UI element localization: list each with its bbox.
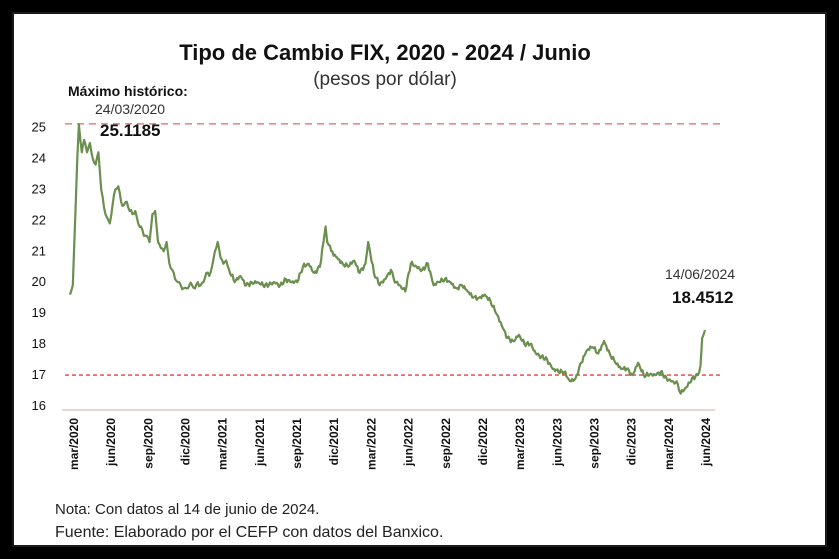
series-layer: [68, 123, 707, 395]
x-tick-label: dic/2023: [625, 418, 639, 466]
x-tick-label: jun/2023: [550, 418, 564, 467]
y-tick-label: 21: [32, 243, 46, 258]
max-annotation-value: 25.1185: [100, 121, 161, 140]
series-line: [68, 123, 707, 395]
y-tick-label: 18: [32, 336, 46, 351]
x-axis: mar/2020 jun/2020 sep/2020 dic/2020 mar/2021…: [62, 409, 715, 470]
chart-title: Tipo de Cambio FIX, 2020 - 2024 / Junio: [179, 40, 591, 65]
x-tick-label: sep/2020: [141, 418, 155, 469]
x-tick-label: mar/2020: [67, 418, 81, 470]
x-tick-label: mar/2023: [513, 418, 527, 470]
footnote-note: Nota: Con datos al 14 de junio de 2024.: [55, 501, 319, 518]
y-tick-label: 19: [32, 305, 46, 320]
y-tick-label: 22: [32, 212, 46, 227]
x-tick-label: mar/2021: [216, 418, 230, 470]
y-tick-label: 16: [32, 398, 46, 413]
x-tick-label: dic/2020: [179, 418, 193, 466]
x-tick-label: sep/2022: [439, 418, 453, 469]
max-annotation-date: 24/03/2020: [95, 101, 165, 117]
last-annotation-date: 14/06/2024: [665, 266, 735, 282]
x-tick-label: dic/2022: [476, 418, 490, 466]
footnote-source: Fuente: Elaborado por el CEFP con datos …: [55, 524, 443, 541]
x-tick-label: mar/2022: [364, 418, 378, 470]
chart-subtitle: (pesos por dólar): [313, 69, 457, 90]
x-tick-label: sep/2023: [587, 418, 601, 469]
y-tick-label: 20: [32, 274, 46, 289]
y-axis: 16 17 18 19 20 21 22 23 24 25: [32, 120, 46, 414]
x-tick-label: jun/2020: [104, 418, 118, 467]
chart-panel: [12, 12, 827, 547]
reference-lines: [65, 123, 720, 376]
last-annotation-value: 18.4512: [672, 288, 733, 307]
y-tick-label: 17: [32, 367, 46, 382]
x-tick-label: jun/2024: [699, 418, 713, 467]
x-tick-label: jun/2022: [402, 418, 416, 467]
x-tick-label: dic/2021: [327, 418, 341, 466]
x-tick-label: sep/2021: [290, 418, 304, 469]
max-annotation-label: Máximo histórico:: [68, 83, 188, 99]
y-tick-label: 25: [32, 120, 46, 135]
x-tick-label: mar/2024: [662, 418, 676, 470]
y-tick-label: 23: [32, 181, 46, 196]
y-tick-label: 24: [32, 150, 46, 165]
x-tick-label: jun/2021: [253, 418, 267, 467]
